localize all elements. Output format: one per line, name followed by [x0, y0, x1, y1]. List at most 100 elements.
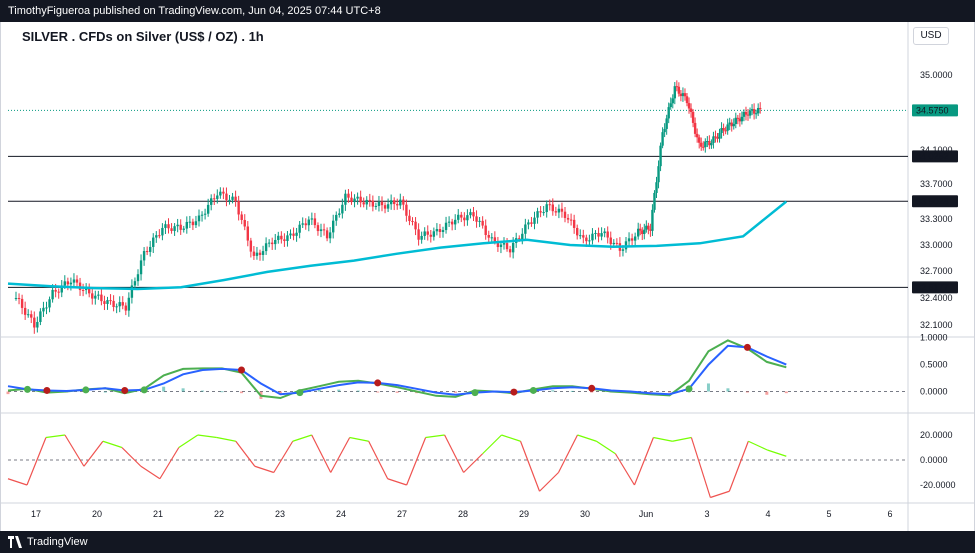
momentum-segment: [140, 465, 161, 480]
candle-body: [744, 111, 748, 115]
momentum-tick-label: 0.0000: [920, 455, 948, 465]
candle-body: [121, 302, 124, 306]
candle-body: [748, 110, 752, 116]
candle-body: [109, 300, 112, 302]
momentum-tick-label: 20.0000: [920, 430, 953, 440]
momentum-segment: [463, 453, 483, 473]
momentum-segment: [368, 440, 389, 480]
candle-body: [423, 231, 426, 236]
momentum-segment: [349, 436, 369, 442]
candle-body: [60, 285, 63, 293]
candle-body: [81, 290, 85, 292]
candle-body: [450, 221, 454, 225]
candle-body: [322, 229, 326, 231]
momentum-segment: [159, 447, 180, 480]
momentum-segment: [653, 436, 673, 442]
candle-body: [679, 93, 683, 97]
candle-body: [319, 229, 323, 232]
candle-body: [149, 246, 152, 252]
candle-body: [493, 237, 497, 242]
crossover-dot: [23, 385, 31, 393]
candle-body: [734, 117, 737, 124]
histogram-bar: [376, 391, 380, 393]
histogram-bar: [726, 388, 730, 392]
momentum-segment: [216, 436, 236, 442]
candle-body: [97, 294, 100, 296]
candle-body: [759, 107, 762, 109]
candle-body: [681, 93, 685, 97]
histogram-bar: [745, 391, 749, 393]
candle-body: [420, 235, 423, 240]
currency-button[interactable]: USD: [913, 27, 949, 45]
candle-body: [499, 244, 503, 248]
candle-body: [685, 96, 689, 104]
candle-body: [560, 208, 564, 212]
candle-body: [600, 233, 603, 237]
candle-body: [566, 217, 570, 220]
momentum-segment: [672, 436, 692, 442]
momentum-segment: [273, 440, 294, 473]
time-tick-label: 17: [31, 509, 41, 519]
time-tick-label: 22: [214, 509, 224, 519]
histogram-bar: [356, 390, 360, 392]
histogram-bar: [103, 391, 107, 393]
candle-body: [542, 212, 545, 214]
momentum-segment: [197, 434, 217, 439]
candle-body: [582, 235, 585, 238]
candle-body: [295, 232, 298, 236]
crossover-dot: [296, 389, 304, 397]
candle-body: [591, 233, 594, 241]
candle-body: [683, 93, 687, 97]
candle-body: [347, 193, 350, 198]
candle-body: [612, 242, 615, 245]
candle-body: [606, 231, 609, 238]
candle-body: [100, 294, 103, 302]
candle-body: [490, 237, 493, 239]
candle-body: [572, 219, 576, 228]
candle-body: [536, 211, 539, 218]
crossover-dot: [82, 386, 90, 394]
candle-body: [219, 191, 222, 196]
candle-body: [75, 279, 79, 283]
candle-body: [411, 220, 414, 222]
candle-body: [283, 239, 286, 242]
candle-body: [393, 200, 396, 205]
candle-body: [210, 198, 213, 205]
level-price-label: 33.5028: [916, 196, 949, 206]
candle-body: [118, 302, 121, 307]
top-bar: TimothyFigueroa published on TradingView…: [0, 0, 975, 22]
momentum-segment: [519, 441, 541, 492]
momentum-segment: [444, 434, 465, 473]
candle-body: [728, 122, 731, 125]
histogram-bar: [784, 391, 788, 394]
candle-body: [563, 211, 567, 218]
candle-body: [695, 133, 699, 138]
candle-body: [23, 307, 27, 315]
candle-body: [264, 243, 268, 252]
candle-body: [33, 317, 36, 328]
candle-body: [669, 103, 672, 108]
candle-body: [231, 196, 234, 200]
candle-body: [45, 307, 48, 309]
candle-body: [124, 305, 127, 311]
candle-body: [286, 235, 289, 242]
candle-body: [639, 228, 642, 231]
price-tick-label: 32.7000: [920, 266, 953, 276]
candle-body: [576, 227, 579, 236]
candle-body: [161, 227, 164, 236]
candle-body: [689, 108, 693, 112]
candle-body: [136, 274, 140, 282]
candle-body: [142, 251, 146, 261]
candle-body: [691, 111, 695, 123]
candle-body: [48, 299, 51, 308]
candle-body: [362, 202, 365, 205]
candle-body: [730, 122, 733, 127]
candle-body: [585, 237, 588, 242]
candle-body: [396, 204, 399, 206]
candle-body: [252, 251, 256, 256]
candle-body: [274, 239, 277, 245]
candle-body: [649, 229, 652, 231]
price-tick-label: 35.0000: [920, 70, 953, 80]
histogram-bar: [454, 391, 458, 393]
